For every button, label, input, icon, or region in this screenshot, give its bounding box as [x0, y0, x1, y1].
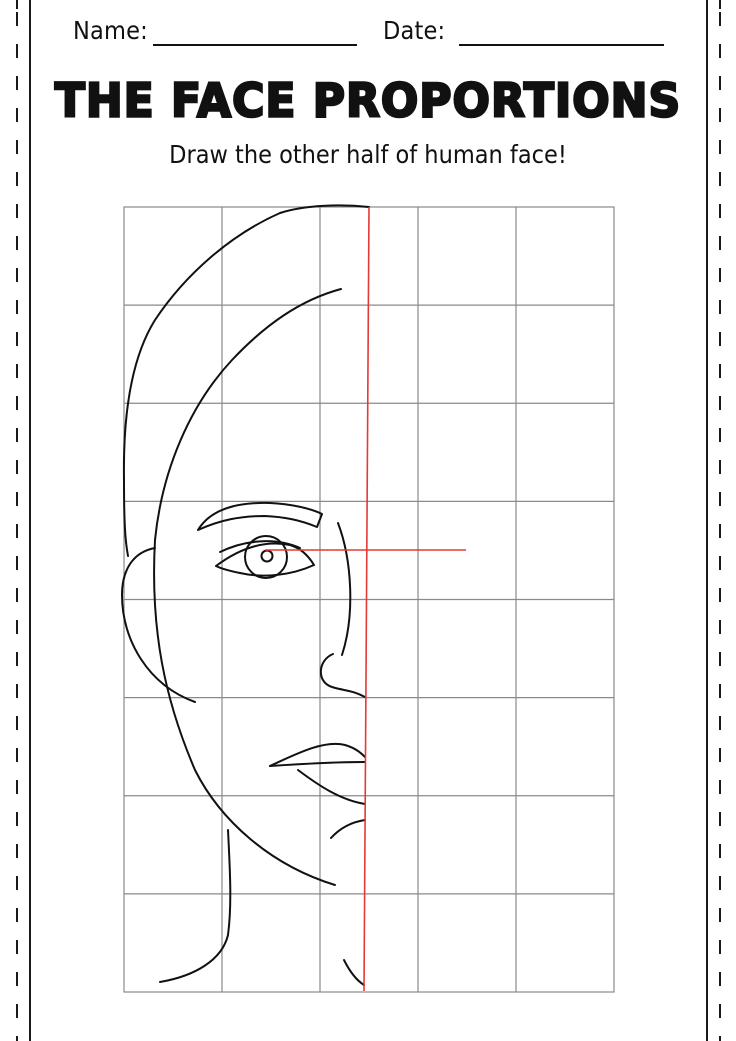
eye-iris — [244, 535, 288, 579]
neck-inner-line — [343, 959, 365, 986]
nose-bridge — [337, 522, 352, 656]
neck-line — [159, 829, 232, 983]
guide-lines — [265, 206, 466, 992]
lip-line — [269, 761, 366, 767]
right-border-line — [706, 0, 708, 1041]
ear-contour — [121, 547, 196, 703]
left-border-line — [29, 0, 31, 1041]
instructions-subtitle: Draw the other half of human face! — [169, 140, 567, 169]
outer-head-contour — [122, 204, 370, 557]
right-dashed-cut-line — [719, 0, 721, 1041]
page-title: THE FACE PROPORTIONS — [54, 73, 682, 129]
date-field[interactable] — [459, 44, 664, 46]
eyebrow — [197, 501, 323, 531]
left-dashed-cut-line — [16, 0, 18, 1041]
nose-tip — [319, 653, 366, 698]
date-label: Date: — [383, 16, 446, 45]
chin-curve — [330, 819, 366, 839]
vertical-center-guide — [363, 206, 370, 992]
eye-contour — [215, 542, 315, 577]
half-face-outline — [121, 204, 370, 986]
lower-lip — [297, 769, 366, 805]
eye-pupil — [260, 549, 274, 563]
eye-upper-lid — [219, 540, 301, 553]
upper-lip — [269, 742, 366, 767]
name-label: Name: — [73, 16, 148, 45]
name-field[interactable] — [153, 44, 357, 46]
